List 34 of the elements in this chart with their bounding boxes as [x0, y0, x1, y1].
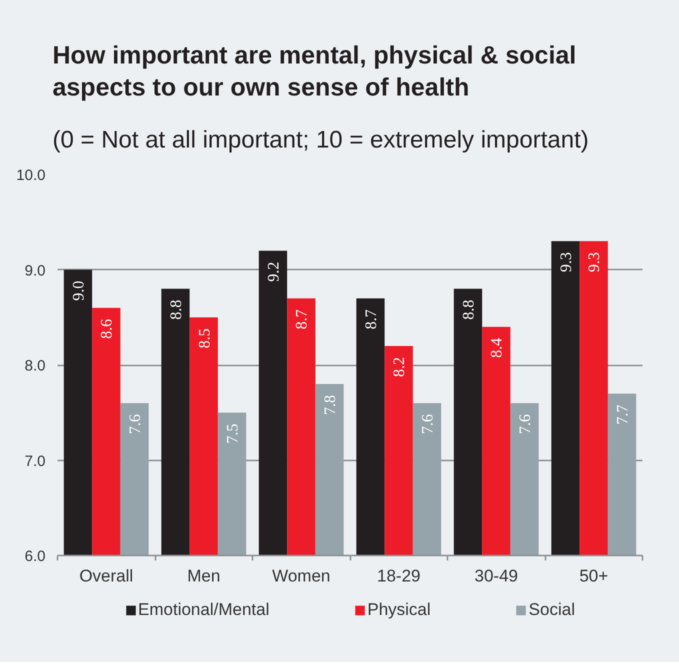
data-label: 8.6	[98, 318, 116, 339]
x-tick-label: 30-49	[474, 566, 518, 586]
data-label: 7.7	[614, 404, 632, 425]
x-tick-label: Overall	[79, 566, 134, 586]
data-label: 8.8	[460, 300, 478, 320]
data-label: 7.6	[127, 414, 144, 434]
x-tick-label: Men	[187, 566, 220, 586]
data-label: 9.3	[586, 252, 604, 272]
data-label: 8.5	[196, 328, 214, 348]
y-tick-label: 6.0	[24, 548, 46, 565]
legend-label: Social	[528, 600, 575, 620]
y-tick-label: 9.0	[24, 262, 46, 280]
y-tick-label: 7.0	[24, 452, 46, 470]
x-tick-label: 18-29	[377, 566, 420, 586]
chart-title: How important are mental, physical & social aspects to our own sense of health	[52, 41, 576, 102]
data-label: 8.7	[362, 309, 380, 330]
data-label: 7.6	[420, 414, 437, 434]
data-label: 8.4	[488, 338, 506, 358]
data-label: 9.0	[70, 280, 88, 301]
data-label: 9.3	[558, 252, 575, 272]
data-label: 9.2	[265, 262, 282, 282]
y-tick-label: 8.0	[24, 358, 46, 374]
legend-label: Emotional/Mental	[138, 600, 270, 620]
y-tick-label: 10.0	[16, 167, 46, 184]
data-label: 8.8	[168, 300, 185, 320]
data-label: 8.2	[391, 356, 408, 377]
legend-label: Physical	[367, 600, 431, 620]
data-label: 7.6	[517, 414, 534, 434]
x-tick-label: Women	[272, 566, 330, 586]
data-label: 8.7	[294, 309, 311, 330]
chart-subtitle: (0 = Not at all important; 10 = extremely important)	[52, 126, 589, 154]
x-tick-label: 50+	[579, 566, 608, 586]
data-label: 7.5	[224, 424, 242, 444]
data-label: 7.8	[322, 395, 340, 416]
